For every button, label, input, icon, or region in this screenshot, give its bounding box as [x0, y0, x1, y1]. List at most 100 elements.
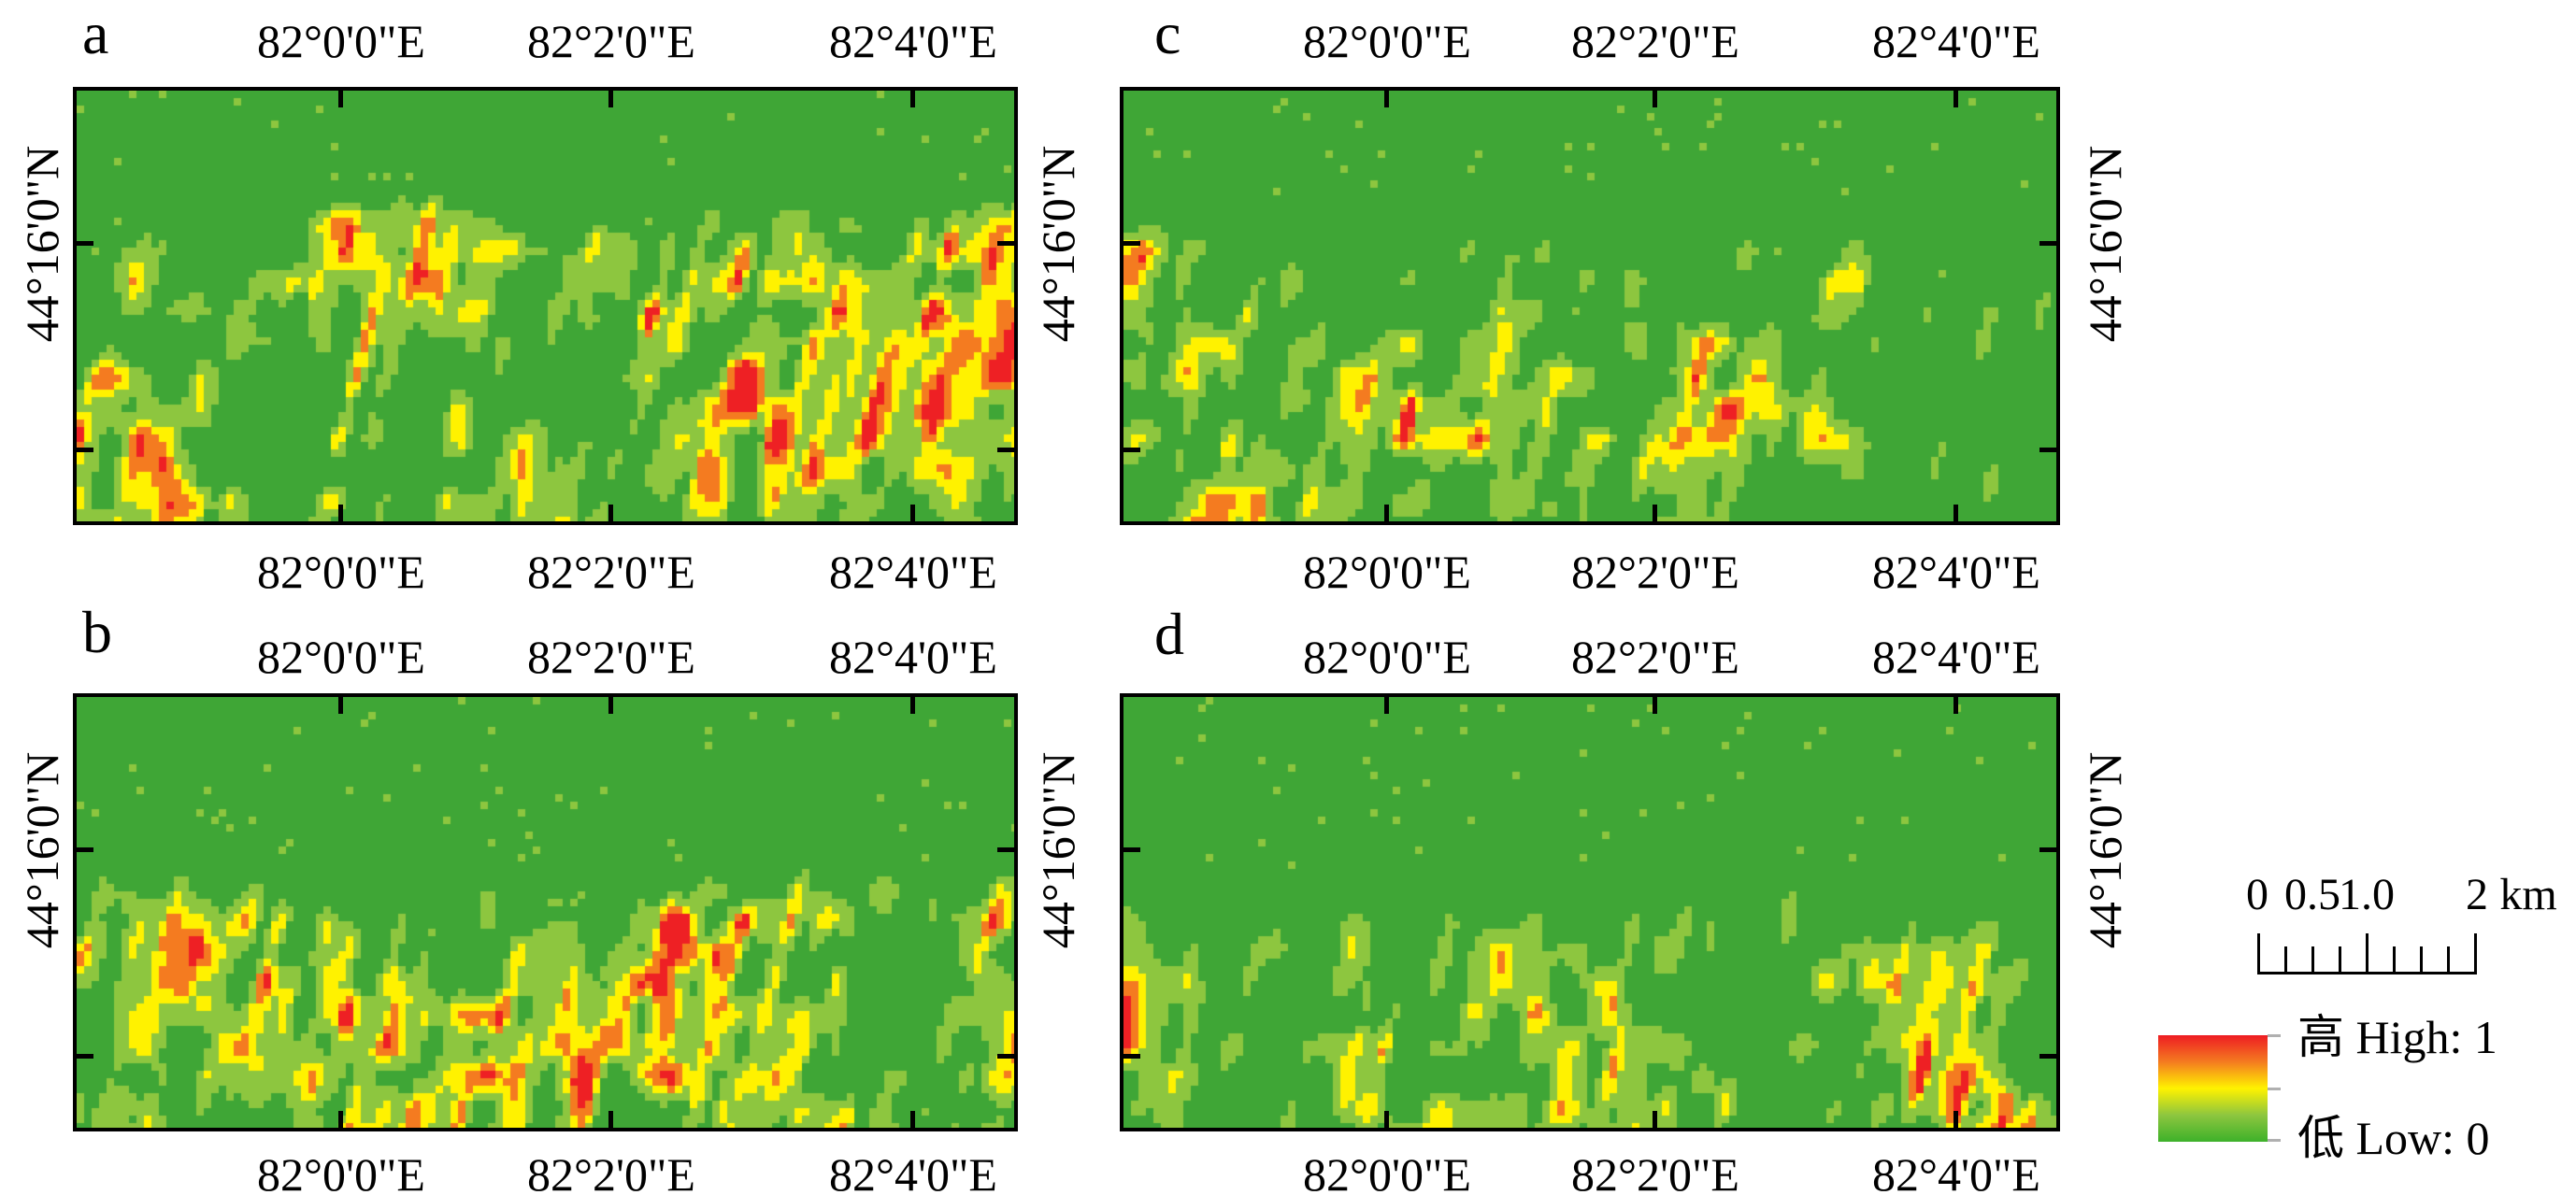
scalebar-tick: [2393, 946, 2396, 972]
raster-map-b: [77, 697, 1014, 1128]
panel-letter-c: c: [1154, 0, 1181, 66]
legend-ramp-tick-top: [2268, 1034, 2281, 1037]
graticule-tick: [1653, 91, 1658, 107]
raster-map-a: [77, 91, 1014, 521]
graticule-tick: [338, 697, 344, 714]
lon-label-c-bottom-0: 82°0'0"E: [1303, 546, 1471, 598]
graticule-tick: [2039, 448, 2056, 453]
lon-label-a-top-2: 82°4'0"E: [829, 15, 997, 67]
legend-ramp-tick-middle: [2268, 1088, 2281, 1090]
graticule-tick: [1653, 505, 1658, 521]
scalebar-tick: [2311, 946, 2314, 972]
graticule-tick: [338, 1111, 344, 1128]
graticule-tick: [1383, 505, 1389, 521]
lon-label-d-bottom-0: 82°0'0"E: [1303, 1148, 1471, 1195]
lon-label-c-top-2: 82°4'0"E: [1872, 15, 2040, 67]
lon-label-a-top-0: 82°0'0"E: [257, 15, 425, 67]
scalebar-tick: [2447, 946, 2450, 972]
graticule-tick: [1653, 1111, 1658, 1128]
graticule-tick: [1123, 448, 1140, 453]
scalebar-tick: [2284, 946, 2287, 972]
graticule-tick: [910, 697, 916, 714]
graticule-tick: [77, 1054, 93, 1060]
scalebar: [2257, 933, 2477, 974]
graticule-tick: [1123, 847, 1140, 853]
graticule-tick: [608, 505, 614, 521]
lon-label-b-bottom-2: 82°4'0"E: [829, 1148, 997, 1195]
lon-label-b-top-0: 82°0'0"E: [257, 631, 425, 683]
graticule-tick: [910, 91, 916, 107]
graticule-tick: [1653, 697, 1658, 714]
legend-ramp-tick-bottom: [2268, 1139, 2281, 1142]
lon-label-a-bottom-0: 82°0'0"E: [257, 546, 425, 598]
graticule-tick: [608, 91, 614, 107]
panel-letter-a: a: [82, 0, 109, 66]
lon-label-c-bottom-2: 82°4'0"E: [1872, 546, 2040, 598]
raster-map-d: [1123, 697, 2056, 1128]
graticule-tick: [77, 241, 93, 247]
lon-label-d-top-2: 82°4'0"E: [1872, 631, 2040, 683]
lon-label-a-top-1: 82°2'0"E: [527, 15, 695, 67]
lat-label-c-right: 44°16'0"N: [2079, 145, 2131, 343]
raster-map-c: [1123, 91, 2056, 521]
map-panel-c: [1120, 87, 2060, 525]
lon-label-a-bottom-2: 82°4'0"E: [829, 546, 997, 598]
lat-label-d-right: 44°16'0"N: [2079, 751, 2131, 949]
graticule-tick: [1953, 697, 1958, 714]
graticule-tick: [997, 847, 1014, 853]
graticule-tick: [910, 505, 916, 521]
graticule-tick: [2039, 847, 2056, 853]
lon-label-b-bottom-1: 82°2'0"E: [527, 1148, 695, 1195]
lon-label-d-bottom-1: 82°2'0"E: [1571, 1148, 1739, 1195]
panel-letter-b: b: [82, 599, 112, 665]
lon-label-b-top-1: 82°2'0"E: [527, 631, 695, 683]
legend-high-label: 高 High: 1: [2297, 1011, 2497, 1063]
map-panel-d: [1120, 693, 2060, 1131]
lon-label-b-bottom-0: 82°0'0"E: [257, 1148, 425, 1195]
scalebar-tick: [2257, 933, 2260, 972]
graticule-tick: [2039, 241, 2056, 247]
lon-label-c-bottom-1: 82°2'0"E: [1571, 546, 1739, 598]
scalebar-tick: [2420, 946, 2423, 972]
graticule-tick: [910, 1111, 916, 1128]
scalebar-unit: km: [2499, 870, 2557, 919]
graticule-tick: [608, 697, 614, 714]
panel-letter-d: d: [1154, 601, 1184, 667]
lon-label-d-top-0: 82°0'0"E: [1303, 631, 1471, 683]
lon-label-c-top-0: 82°0'0"E: [1303, 15, 1471, 67]
graticule-tick: [338, 91, 344, 107]
scalebar-label-2: 2: [2466, 870, 2488, 919]
lon-label-c-top-1: 82°2'0"E: [1571, 15, 1739, 67]
graticule-tick: [1383, 697, 1389, 714]
graticule-tick: [997, 1054, 1014, 1060]
graticule-tick: [997, 448, 1014, 453]
lon-label-b-top-2: 82°4'0"E: [829, 631, 997, 683]
graticule-tick: [1953, 505, 1958, 521]
legend-low-label: 低 Low: 0: [2297, 1112, 2490, 1164]
graticule-tick: [1953, 1111, 1958, 1128]
legend-color-ramp: [2158, 1035, 2268, 1142]
scalebar-tick: [2339, 946, 2341, 972]
map-panel-b: [73, 693, 1018, 1131]
lat-label-a-right: 44°16'0"N: [1032, 145, 1084, 343]
scalebar-label-0: 0: [2246, 870, 2268, 919]
graticule-tick: [1123, 241, 1140, 247]
graticule-tick: [1383, 91, 1389, 107]
scalebar-label-1-0: 1.0: [2339, 870, 2395, 919]
graticule-tick: [608, 1111, 614, 1128]
lon-label-d-top-1: 82°2'0"E: [1571, 631, 1739, 683]
graticule-tick: [77, 448, 93, 453]
graticule-tick: [997, 241, 1014, 247]
graticule-tick: [1123, 1054, 1140, 1060]
lat-label-b-left: 44°16'0"N: [16, 751, 68, 949]
graticule-tick: [1953, 91, 1958, 107]
graticule-tick: [2039, 1054, 2056, 1060]
lon-label-a-bottom-1: 82°2'0"E: [527, 546, 695, 598]
scalebar-tick: [2366, 933, 2368, 972]
graticule-tick: [77, 847, 93, 853]
lat-label-a-left: 44°16'0"N: [16, 145, 68, 343]
map-panel-a: [73, 87, 1018, 525]
scalebar-label-0-5: 0.5: [2284, 870, 2340, 919]
graticule-tick: [338, 505, 344, 521]
